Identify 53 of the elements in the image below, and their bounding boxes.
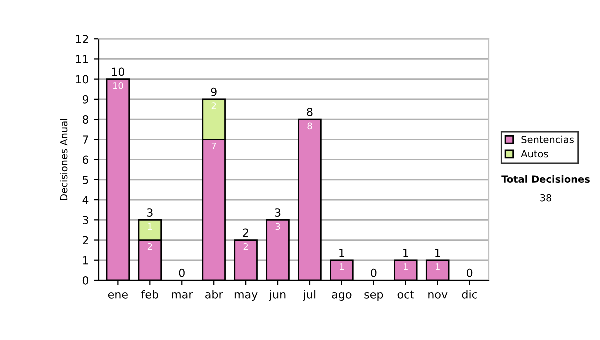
x-tick-label: ago xyxy=(332,292,352,301)
legend-label: Sentencias xyxy=(522,136,574,144)
total-label: 9 xyxy=(211,88,217,96)
y-tick-label: 3 xyxy=(83,216,88,225)
total-label: 1 xyxy=(404,248,408,258)
y-tick-label: 2 xyxy=(83,236,88,244)
data-label: 1 xyxy=(404,264,408,270)
y-tick-label: 5 xyxy=(83,176,88,184)
legend-label: Autos xyxy=(521,150,548,158)
y-tick-label: 11 xyxy=(76,55,88,64)
y-tick-label: 4 xyxy=(82,196,89,204)
y-tick-label: 9 xyxy=(82,95,88,104)
x-tick-label: nov xyxy=(428,292,448,299)
total-label: 3 xyxy=(147,208,153,217)
x-tick-label: dic xyxy=(462,290,478,299)
total-label: 3 xyxy=(275,208,281,217)
x-tick-label: sep xyxy=(364,292,384,301)
x-tick-label: oct xyxy=(398,290,414,299)
x-tick-label: jul xyxy=(303,290,316,301)
data-label: 2 xyxy=(148,243,152,250)
total-label: 0 xyxy=(179,268,185,278)
y-tick-label: 12 xyxy=(76,35,88,44)
data-label: 10 xyxy=(113,82,124,90)
data-label: 8 xyxy=(308,122,312,130)
x-tick-label: feb xyxy=(142,290,158,299)
data-label: 2 xyxy=(244,243,248,250)
y-tick-label: 6 xyxy=(82,156,89,164)
x-tick-label: may xyxy=(234,292,258,301)
total-label: 10 xyxy=(112,68,125,76)
total-label: 1 xyxy=(340,248,344,258)
x-tick-label: abr xyxy=(206,290,224,299)
x-tick-label: jun xyxy=(269,290,286,301)
total-label: 1 xyxy=(436,248,440,258)
x-tick-label: ene xyxy=(108,292,128,299)
y-tick-label: 8 xyxy=(82,116,89,124)
text: Total Decisiones xyxy=(502,175,590,184)
total-label: 0 xyxy=(467,268,473,278)
total-label: 0 xyxy=(371,268,377,278)
text: 38 xyxy=(540,194,552,202)
y-tick-label: 0 xyxy=(82,276,89,285)
data-label: 2 xyxy=(212,102,216,110)
data-label: 1 xyxy=(340,264,344,270)
total-label: 8 xyxy=(307,108,313,116)
total-label: 2 xyxy=(243,228,248,237)
data-label: 7 xyxy=(212,142,216,150)
y-tick-label: 7 xyxy=(83,136,88,144)
data-label: 3 xyxy=(276,223,280,230)
data-label: 1 xyxy=(436,264,440,270)
y-tick-label: 10 xyxy=(76,75,89,84)
x-tick-label: mar xyxy=(172,292,194,299)
y-axis-title: Decisiones Anual xyxy=(60,119,68,200)
y-tick-label: 1 xyxy=(83,256,88,265)
data-label: 1 xyxy=(148,223,152,230)
